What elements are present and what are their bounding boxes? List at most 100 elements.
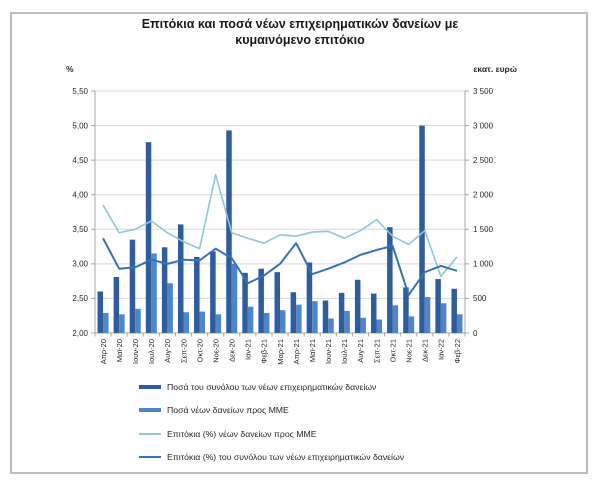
x-axis-category-label: Οκτ-21 <box>388 339 397 362</box>
right-axis-tick-label: 2 500 <box>473 156 494 165</box>
right-axis-tick-label: 1 000 <box>473 260 494 269</box>
x-axis-category-label: Μαϊ-20 <box>115 339 124 362</box>
bar-sme-loans <box>263 312 270 333</box>
bar-sme-loans <box>215 314 222 333</box>
bar-sme-loans <box>408 316 415 333</box>
left-axis-tick-label: 4,50 <box>72 156 88 165</box>
legend-item-total-rates: Επιτόκια (%) του συνόλου των νέων επιχει… <box>139 446 404 470</box>
x-axis-category-label: Ιαν-21 <box>244 339 253 360</box>
bar-total-loans <box>194 256 200 333</box>
line-total-rates <box>102 237 458 296</box>
bar-sme-loans <box>280 310 286 333</box>
left-axis-unit-label: % <box>66 64 74 74</box>
legend-item-sme-amounts: Ποσά νέων δανείων προς ΜΜΕ <box>139 399 404 423</box>
left-axis-tick-label: 2,00 <box>72 329 88 338</box>
left-axis-tick-label: 3,50 <box>72 225 88 234</box>
x-axis-category-label: Απρ-20 <box>99 339 108 364</box>
x-axis-category-label: Σεπ-21 <box>372 339 381 363</box>
left-axis-tick-label: 4,00 <box>72 191 88 200</box>
left-axis-tick-label: 2,50 <box>72 294 88 303</box>
left-axis-tick-label: 5,00 <box>72 121 88 130</box>
x-axis-category-label: Ιαν-22 <box>437 339 446 360</box>
x-axis-category-label: Δεκ-20 <box>228 339 237 362</box>
bar-total-loans <box>338 292 345 333</box>
bar-sme-loans <box>103 312 109 333</box>
x-axis-category-label: Ιουν-21 <box>324 339 333 364</box>
bar-sme-loans <box>328 318 334 333</box>
bar-sme-loans <box>344 310 350 333</box>
chart-title: Επιτόκια και ποσά νέων επιχειρηματικών δ… <box>60 16 540 48</box>
x-axis-category-label: Νοε-21 <box>404 339 413 363</box>
legend-label-total-amounts: Ποσά του συνόλου των νέων επιχειρηματικώ… <box>167 381 377 392</box>
bar-total-loans <box>306 262 313 333</box>
right-axis-tick-label: 2 000 <box>473 191 494 200</box>
x-axis-category-label: Μαρ-21 <box>276 339 285 365</box>
bar-total-loans <box>161 247 168 333</box>
bar-sme-loans <box>167 283 173 333</box>
x-axis-category-label: Σεπ-20 <box>179 339 188 363</box>
bar-total-loans <box>290 292 297 333</box>
bar-sme-loans <box>360 317 366 333</box>
bar-total-loans <box>387 227 393 333</box>
x-axis-category-label: Οκτ-20 <box>195 339 204 362</box>
legend-label-total-rates: Επιτόκια (%) του συνόλου των νέων επιχει… <box>167 452 405 463</box>
bar-total-loans <box>451 288 457 333</box>
x-axis-category-label: Φεβ-22 <box>453 339 462 363</box>
legend-item-total-amounts: Ποσά του συνόλου των νέων επιχειρηματικώ… <box>139 375 404 399</box>
legend-label-sme-amounts: Ποσά νέων δανείων προς ΜΜΕ <box>167 405 289 416</box>
bar-total-loans <box>403 287 409 333</box>
chart-legend: Ποσά του συνόλου των νέων επιχειρηματικώ… <box>139 375 404 469</box>
bar-sme-loans <box>183 312 189 333</box>
bar-sme-loans <box>119 314 125 333</box>
left-axis-tick-label: 5,50 <box>72 87 88 96</box>
bar-sme-loans <box>312 301 318 333</box>
right-axis-tick-label: 1 500 <box>473 225 494 234</box>
bar-total-loans <box>435 279 441 333</box>
bar-sme-loans <box>231 263 238 333</box>
bar-total-loans <box>129 239 136 333</box>
x-axis-category-label: Δεκ-21 <box>421 339 430 362</box>
bar-sme-loans <box>440 303 447 333</box>
bar-sme-loans <box>151 253 157 333</box>
left-axis-tick-label: 3,00 <box>72 260 88 269</box>
bar-total-loans <box>258 268 264 333</box>
right-axis-tick-label: 500 <box>473 294 487 303</box>
chart-title-line2: κυμαινόμενο επιτόκιο <box>235 33 365 47</box>
x-axis-category-label: Νοε-20 <box>211 339 220 363</box>
bar-total-loans <box>419 125 425 333</box>
bar-total-loans <box>354 279 361 333</box>
bar-total-loans <box>242 272 248 333</box>
bar-sme-loans <box>424 297 431 333</box>
right-axis-tick-label: 3 500 <box>473 87 494 96</box>
bar-total-loans <box>371 293 377 333</box>
sme-rates-line-swatch <box>139 433 161 435</box>
x-axis-category-label: Ιουλ-20 <box>147 339 156 364</box>
bar-total-loans <box>322 300 329 333</box>
x-axis-category-label: Αυγ-21 <box>356 339 365 363</box>
chart-title-line1: Επιτόκια και ποσά νέων επιχειρηματικών δ… <box>141 17 459 31</box>
right-axis-tick-label: 3 000 <box>473 121 494 130</box>
line-sme-rates <box>102 173 458 278</box>
legend-item-sme-rates: Επιτόκια (%) νέων δανείων προς ΜΜΕ <box>139 422 404 446</box>
x-axis-category-label: Απρ-21 <box>292 339 301 364</box>
bar-sme-loans <box>247 306 254 333</box>
x-axis-category-label: Αυγ-20 <box>163 339 172 363</box>
bar-total-loans <box>177 224 184 333</box>
bar-sme-loans <box>135 308 141 333</box>
x-axis-category-label: Μαϊ-21 <box>308 339 317 362</box>
right-axis-unit-label: εκατ. ευρώ <box>473 64 517 74</box>
sme-amounts-bar-swatch <box>139 408 161 413</box>
bar-total-loans <box>113 276 120 333</box>
x-axis-category-label: Φεβ-21 <box>260 339 269 363</box>
bar-total-loans <box>210 251 216 333</box>
bar-sme-loans <box>456 314 463 333</box>
bar-total-loans <box>145 142 152 333</box>
total-amounts-bar-swatch <box>139 384 161 389</box>
bar-sme-loans <box>376 319 383 333</box>
bar-total-loans <box>226 130 232 333</box>
bar-sme-loans <box>199 311 206 333</box>
bar-sme-loans <box>392 305 399 333</box>
bar-total-loans <box>97 291 104 333</box>
bar-sme-loans <box>296 304 302 333</box>
